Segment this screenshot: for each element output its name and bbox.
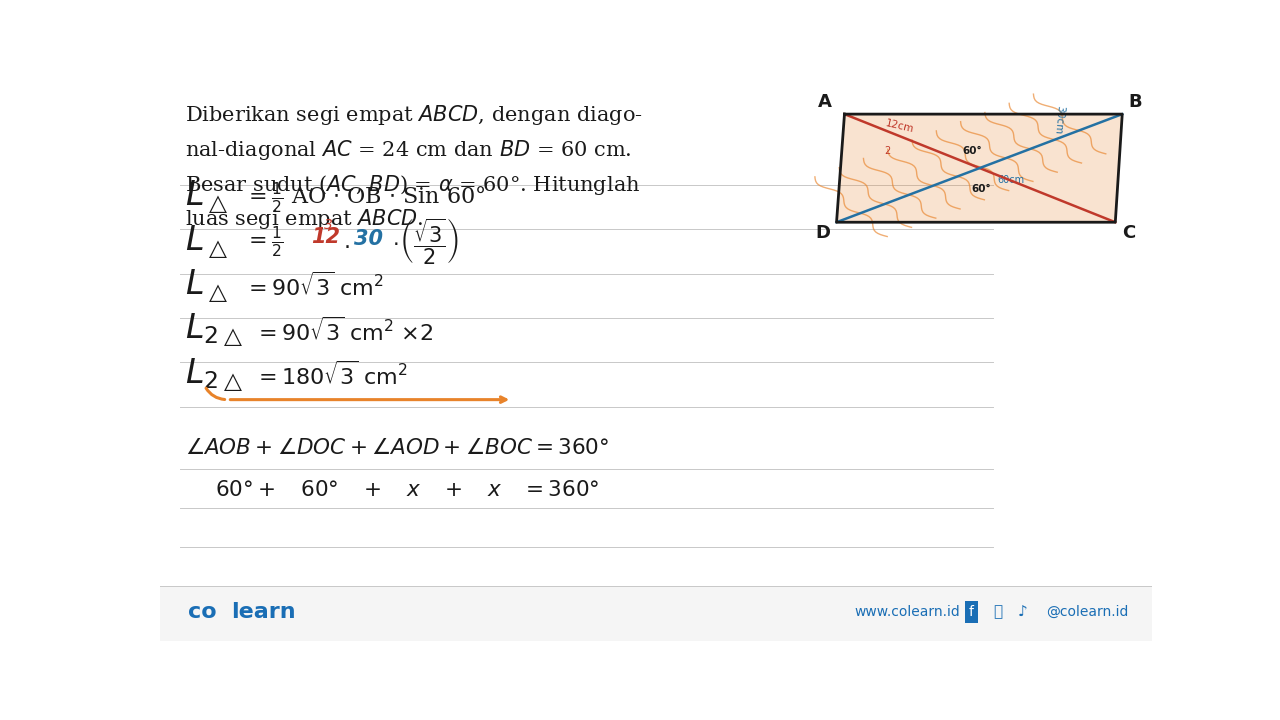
Text: $L_\triangle$: $L_\triangle$ [184,267,228,305]
Text: 30: 30 [355,229,384,249]
Text: D: D [815,225,831,243]
Text: @colearn.id: @colearn.id [1046,605,1128,619]
Bar [160,587,1152,641]
Text: 30cm: 30cm [1052,104,1065,135]
Text: $L_{2\triangle}$: $L_{2\triangle}$ [184,311,243,349]
Text: $= 180\sqrt{3}$ cm$^2$: $= 180\sqrt{3}$ cm$^2$ [255,361,408,389]
Text: $L_\triangle$: $L_\triangle$ [184,179,228,216]
Text: .: . [343,232,351,251]
Text: $60° + \quad 60° \quad + \quad x \quad + \quad x \quad = 360°$: $60° + \quad 60° \quad + \quad x \quad +… [215,479,599,501]
Text: f: f [969,605,974,619]
Text: $L_{2\triangle}$: $L_{2\triangle}$ [184,356,243,394]
Text: www.colearn.id: www.colearn.id [855,605,960,619]
Polygon shape [837,114,1123,222]
Text: 3: 3 [324,218,333,232]
Text: $= \frac{1}{2}$: $= \frac{1}{2}$ [244,224,284,259]
Text: 2: 2 [884,146,891,156]
Text: $\cdot \left(\dfrac{\sqrt{3}}{2}\right)$: $\cdot \left(\dfrac{\sqrt{3}}{2}\right)$ [387,216,460,267]
Text: B: B [1129,92,1142,110]
Text: 60°: 60° [961,146,982,156]
Text: 12: 12 [311,228,339,247]
Text: 60°: 60° [972,184,992,194]
Text: C: C [1121,225,1135,243]
Text: A: A [818,92,832,110]
Text: learn: learn [232,602,296,622]
Text: $= 90\sqrt{3}$ cm$^2$ $\times 2$: $= 90\sqrt{3}$ cm$^2$ $\times 2$ [255,316,434,345]
Text: 60cm: 60cm [997,175,1024,185]
Text: $= 90\sqrt{3}$ cm$^2$: $= 90\sqrt{3}$ cm$^2$ [244,271,384,300]
Text: 12cm: 12cm [884,118,915,135]
Text: $=\frac{1}{2}$ AO $\cdot$ OB $\cdot$ Sin 60°: $=\frac{1}{2}$ AO $\cdot$ OB $\cdot$ Sin… [244,180,486,215]
Text: $L_\triangle$: $L_\triangle$ [184,222,228,261]
Text: ♪: ♪ [1018,605,1028,619]
Text: Diberikan segi empat $ABCD$, dengan diago-
nal-diagonal $AC$ = 24 cm dan $BD$ = : Diberikan segi empat $ABCD$, dengan diag… [184,103,643,231]
Text: $\angle AOB + \angle DOC + \angle AOD + \angle BOC = 360°$: $\angle AOB + \angle DOC + \angle AOD + … [184,437,609,459]
Text: ⓞ: ⓞ [993,605,1002,619]
Text: co: co [188,602,216,622]
